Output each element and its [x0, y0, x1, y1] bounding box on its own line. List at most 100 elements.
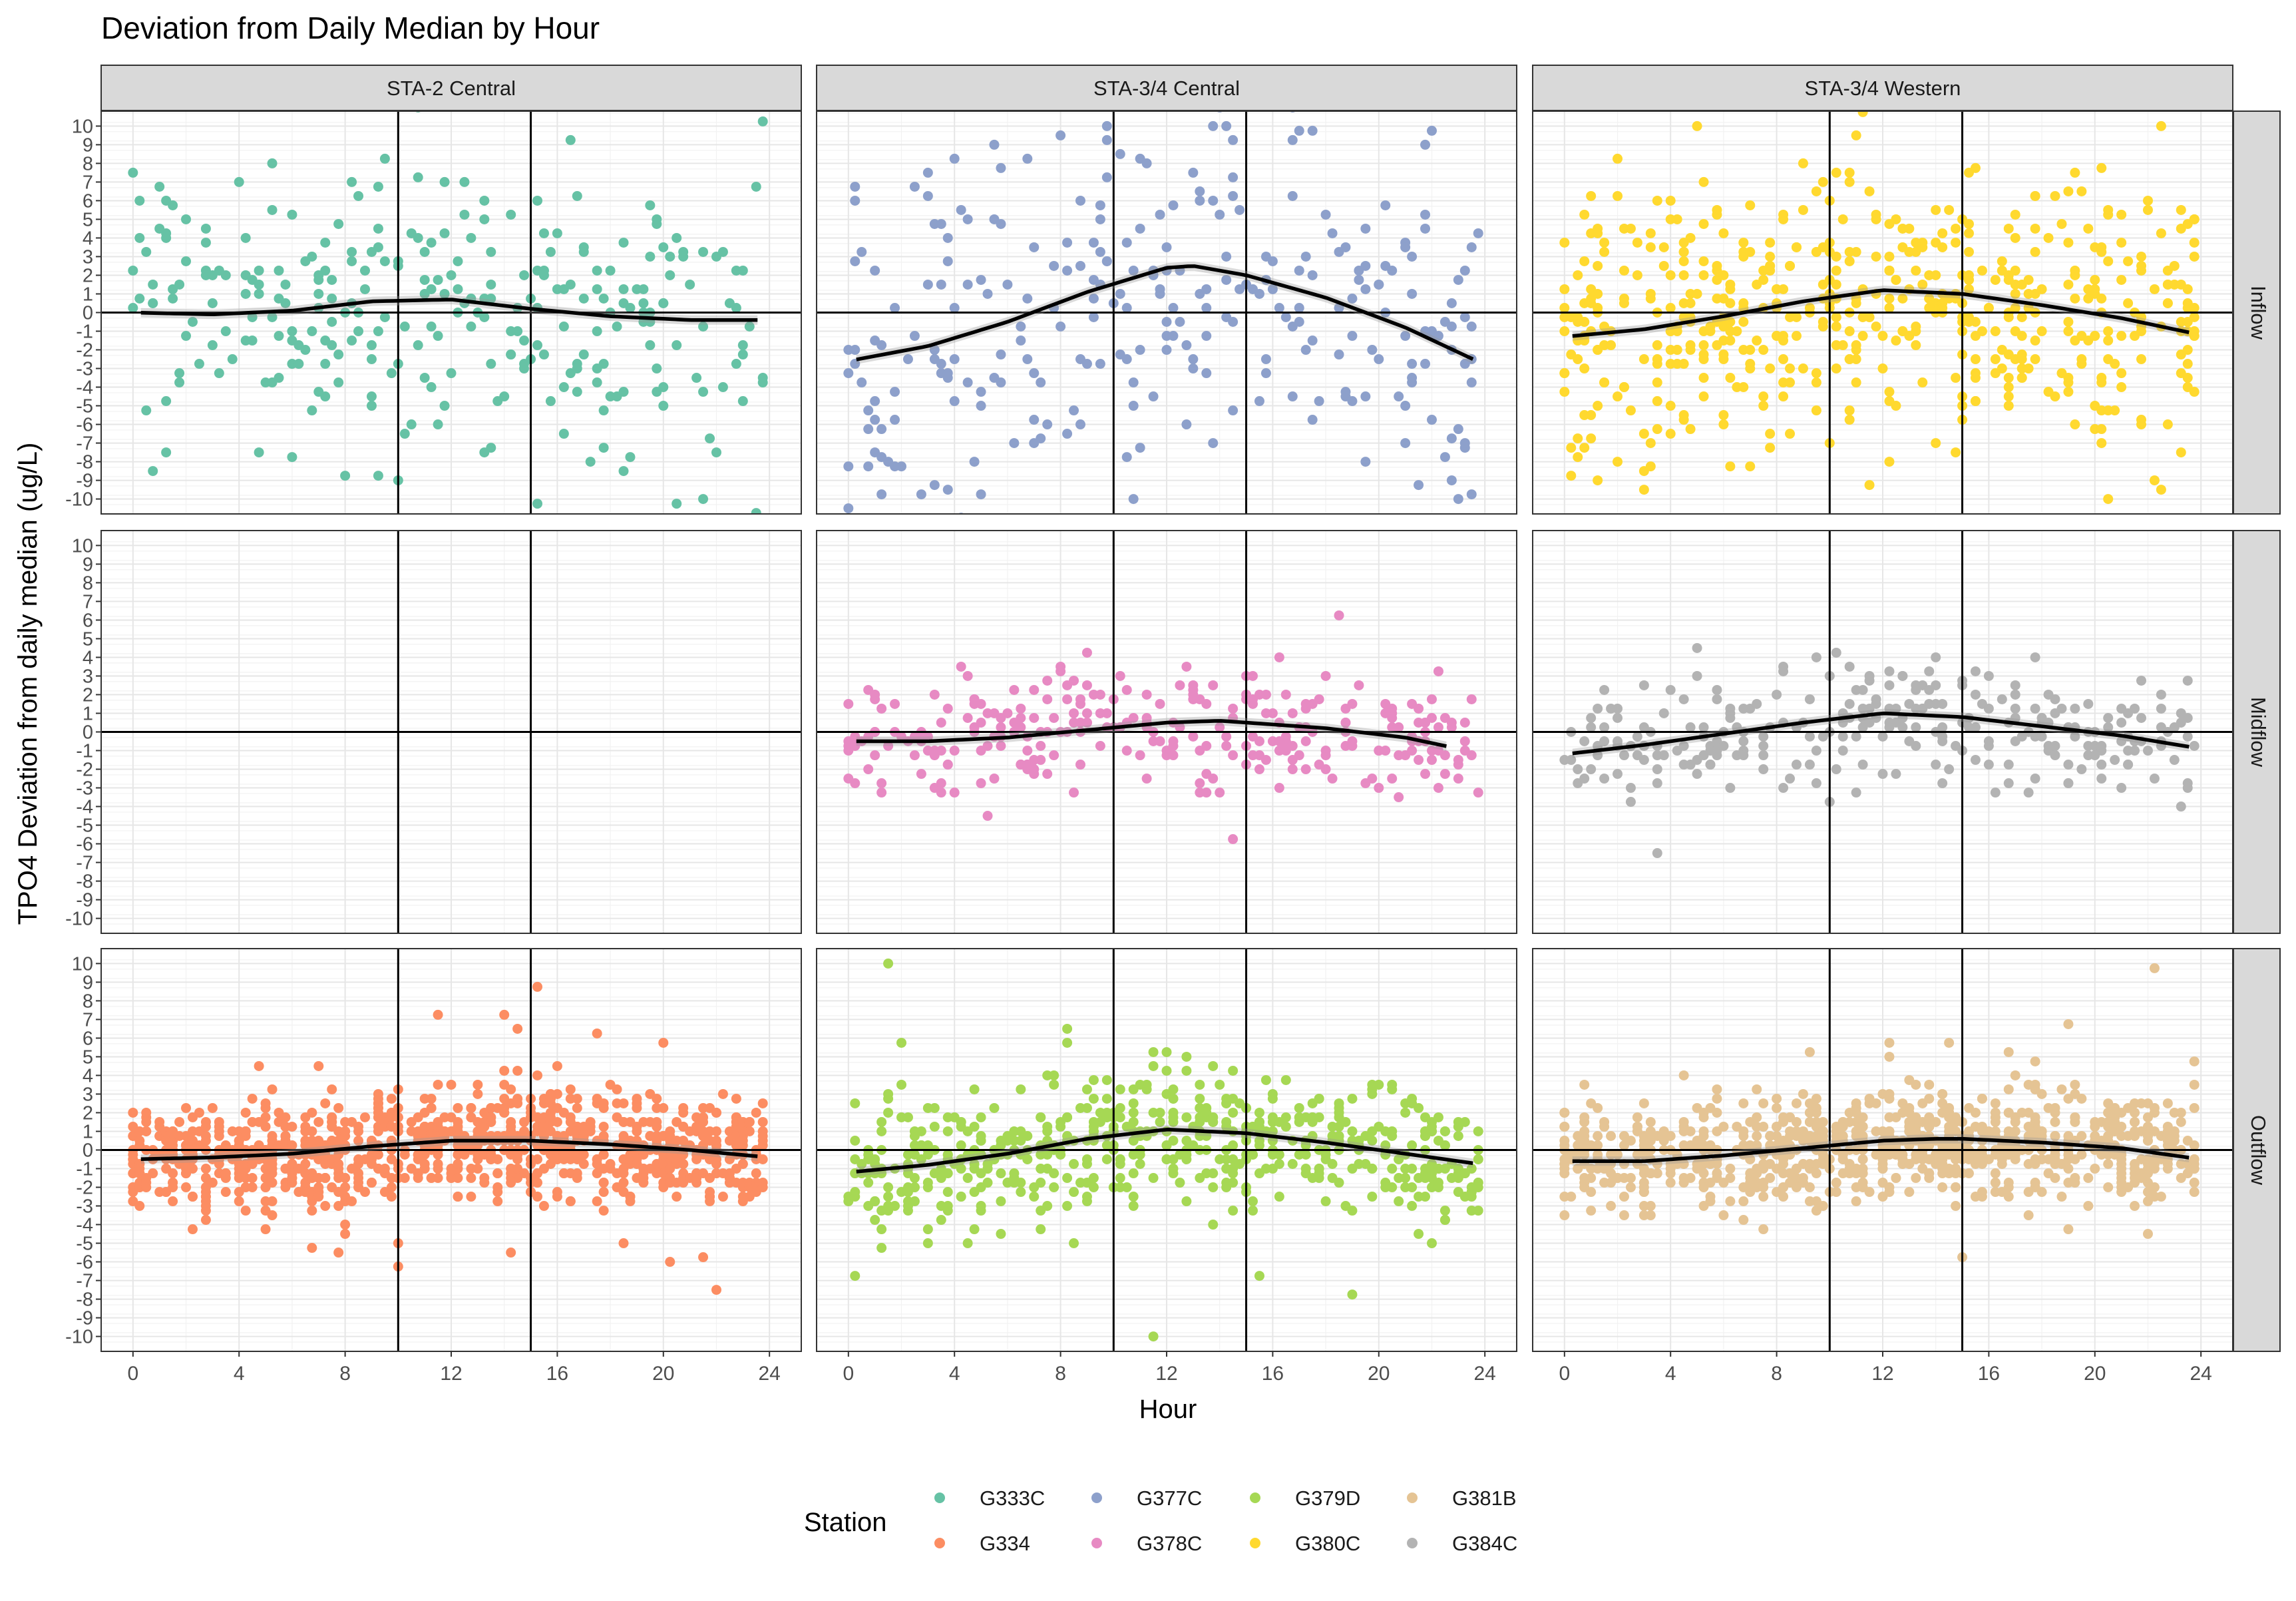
data-point — [2116, 368, 2126, 378]
data-point — [1838, 340, 1848, 350]
data-point — [1427, 415, 1437, 425]
data-point — [1274, 1150, 1284, 1160]
data-point — [1427, 126, 1437, 136]
data-point — [1228, 1066, 1238, 1076]
data-point — [751, 1168, 761, 1178]
data-point — [943, 233, 953, 243]
data-point — [1613, 391, 1623, 401]
data-point — [221, 326, 231, 336]
data-point — [2037, 1187, 2047, 1197]
data-point — [268, 1164, 278, 1174]
data-point — [1055, 662, 1065, 672]
data-point — [1599, 774, 1609, 784]
data-point — [2136, 354, 2146, 364]
data-point — [1718, 1122, 1728, 1132]
data-point — [1321, 750, 1331, 760]
data-point — [1951, 238, 1961, 248]
data-point — [758, 1154, 768, 1164]
data-point — [1360, 261, 1370, 271]
data-point — [1414, 1229, 1424, 1239]
data-point — [1646, 1117, 1656, 1127]
data-point — [1619, 266, 1629, 276]
data-point — [1579, 774, 1589, 784]
data-point — [619, 1238, 629, 1248]
data-point — [2103, 210, 2113, 220]
data-point — [1208, 774, 1218, 784]
data-point — [539, 1201, 549, 1211]
y-tick-label: -8 — [76, 452, 93, 473]
data-point — [1122, 303, 1132, 313]
data-point — [2063, 317, 2073, 327]
data-point — [1288, 708, 1298, 718]
data-point — [1805, 760, 1815, 770]
y-tick-label: -6 — [76, 1252, 93, 1273]
data-point — [1447, 322, 1457, 332]
data-point — [572, 387, 582, 397]
y-tick-label: -9 — [76, 1308, 93, 1329]
data-point — [1977, 1187, 1987, 1197]
data-point — [2150, 475, 2160, 485]
data-point — [936, 280, 946, 290]
data-point — [1964, 247, 1974, 257]
data-point — [1738, 298, 1748, 308]
data-point — [619, 1098, 629, 1108]
data-point — [1971, 396, 1981, 406]
data-point — [1798, 363, 1808, 373]
data-point — [473, 1164, 482, 1174]
data-point — [1626, 797, 1636, 807]
data-point — [1215, 210, 1225, 220]
data-point — [1102, 256, 1112, 266]
data-point — [652, 1094, 662, 1104]
data-point — [1613, 704, 1623, 714]
data-point — [1321, 210, 1331, 220]
data-point — [1878, 1159, 1888, 1169]
data-point — [2037, 1089, 2047, 1099]
data-point — [347, 1196, 357, 1206]
data-point — [2090, 331, 2100, 341]
data-point — [1188, 363, 1198, 373]
data-point — [1473, 228, 1483, 238]
data-point — [1434, 1112, 1443, 1122]
data-point — [492, 1154, 502, 1164]
data-point — [1871, 322, 1881, 332]
data-point — [1738, 1215, 1748, 1225]
data-point — [1367, 1089, 1377, 1099]
data-point — [188, 1164, 198, 1174]
data-point — [1095, 200, 1105, 210]
facet-panel — [817, 103, 1517, 523]
data-point — [1168, 331, 1178, 341]
data-point — [148, 466, 158, 476]
data-point — [1878, 363, 1888, 373]
data-point — [1579, 317, 1589, 327]
data-point — [950, 788, 960, 798]
facet-panel — [1533, 107, 2233, 514]
data-point — [1049, 261, 1059, 271]
data-point — [1778, 783, 1788, 793]
data-point — [870, 266, 880, 276]
data-point — [1347, 699, 1357, 709]
data-point — [903, 1112, 913, 1122]
data-point — [1340, 242, 1350, 252]
data-point — [950, 354, 960, 364]
data-point — [1652, 377, 1662, 387]
data-point — [254, 266, 264, 276]
data-point — [201, 238, 211, 248]
data-point — [479, 1178, 489, 1188]
data-point — [2116, 238, 2126, 248]
data-point — [380, 1164, 390, 1174]
data-point — [1718, 228, 1728, 238]
data-point — [963, 377, 973, 387]
data-point — [1407, 1164, 1417, 1174]
data-point — [1467, 750, 1477, 760]
data-point — [1891, 1173, 1901, 1183]
data-point — [883, 959, 893, 969]
data-point — [989, 1103, 999, 1113]
data-point — [1659, 750, 1669, 760]
data-point — [1208, 1168, 1218, 1178]
data-point — [1062, 1038, 1072, 1048]
data-point — [1586, 191, 1596, 201]
data-point — [532, 499, 542, 509]
data-point — [274, 373, 284, 383]
data-point — [400, 1150, 410, 1160]
data-point — [1380, 200, 1390, 210]
